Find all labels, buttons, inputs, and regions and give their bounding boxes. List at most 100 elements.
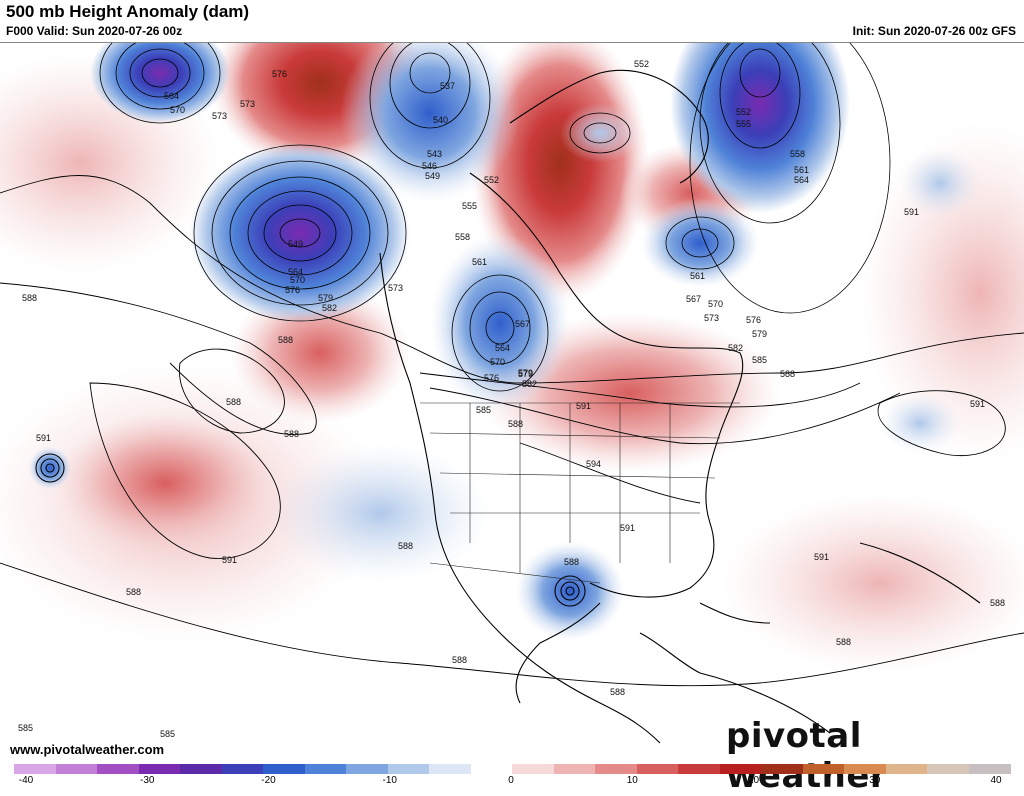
contour-label: 594 [586,459,601,469]
contour-label: 555 [736,119,751,129]
contour-label: 549 [288,239,303,249]
colorbar-tick-label: -20 [261,775,276,786]
valid-time: F000 Valid: Sun 2020-07-26 00z [6,24,183,38]
colorbar-swatch [968,764,1011,774]
colorbar-tick-label: -40 [18,775,34,786]
contour-label: 573 [212,111,227,121]
contour-label: 591 [814,552,829,562]
contour-label: 576 [484,373,499,383]
contour-label: 588 [780,369,795,379]
contour-label: 561 [690,271,705,281]
colorbar-swatch [595,764,637,774]
map-canvas: 564 570 573 576 573 537 540 543 546 549 … [0,43,1024,763]
colorbar-swatch [636,764,679,774]
coastlines [379,69,981,744]
brand-logo: pivotal weather [726,716,888,796]
contour-label: 543 [427,149,442,159]
contour-label: 588 [564,557,579,567]
contour-label: 552 [736,107,751,117]
contour-label: 591 [36,433,51,443]
contour-label: 588 [836,637,851,647]
contour-label: 561 [794,165,809,175]
colorbar-swatch [221,764,264,774]
colorbar-swatch [553,764,596,774]
contour-label: 564 [794,175,809,185]
contour-label: 579 [518,368,533,378]
contour-labels: 564 570 573 576 573 537 540 543 546 549 … [18,59,1005,739]
colorbar-tick-label: 30 [869,775,881,786]
contour-label: 564 [164,91,179,101]
contour-label: 573 [388,283,403,293]
contour-label: 564 [288,267,303,277]
contour-label: 588 [610,687,625,697]
colorbar-swatch [14,764,56,774]
contour-label: 588 [508,419,523,429]
contour-label: 588 [226,397,241,407]
contour-label: 576 [746,315,761,325]
contour-label: 582 [522,379,537,389]
colorbar-swatch [180,764,222,774]
colorbar-swatch [719,764,762,774]
height-contours [0,43,1024,687]
contour-label: 579 [518,369,533,379]
colorbar-swatch [470,764,513,774]
contour-label: 576 [272,69,287,79]
contour-label: 564 [495,343,510,353]
contour-label: 561 [472,257,487,267]
contour-label: 579 [752,329,767,339]
colorbar-swatch [885,764,928,774]
init-time: Init: Sun 2020-07-26 00z GFS [852,24,1016,38]
contour-label: 573 [704,313,719,323]
colorbar-tick-label: -30 [140,775,155,786]
contour-label: 582 [728,343,743,353]
colorbar-swatch [97,764,139,774]
contour-label: 567 [686,294,701,304]
contour-label: 570 [290,275,305,285]
chart-title: 500 mb Height Anomaly (dam) [6,2,250,21]
contour-label: 591 [970,399,985,409]
colorbar-tick-label: 20 [747,775,760,786]
colorbar-tick-label: 0 [508,775,514,786]
contour-label: 591 [620,523,635,533]
anomaly-shading [0,43,1024,763]
contour-label: 588 [22,293,37,303]
contour-label: 552 [634,59,649,69]
contour-label: 552 [484,175,499,185]
contour-label: 546 [422,161,437,171]
contour-label: 570 [708,299,723,309]
colorbar-swatch [678,764,720,774]
colorbar-swatch [761,764,803,774]
contour-label: 582 [322,303,337,313]
contour-label: 588 [990,598,1005,608]
colorbar-swatch [346,764,388,774]
contour-label: 540 [433,115,448,125]
colorbar-tick-label: 10 [626,775,638,786]
colorbar-swatch [387,764,430,774]
colorbar-swatch [304,764,347,774]
contour-label: 576 [285,285,300,295]
contour-label: 567 [515,319,530,329]
contour-label: 585 [476,405,491,415]
contour-label: 588 [284,429,299,439]
contour-label: 549 [425,171,440,181]
contour-label: 558 [790,149,805,159]
state-borders [420,402,740,584]
anomaly-map: 564 570 573 576 573 537 540 543 546 549 … [0,42,1024,763]
colorbar-swatch [802,764,845,774]
contour-label: 537 [440,81,455,91]
colorbar-swatch [55,764,98,774]
colorbar-swatch [512,764,554,774]
contour-label: 588 [398,541,413,551]
colorbar-swatch [844,764,886,774]
contour-label: 570 [170,105,185,115]
contour-label: 591 [904,207,919,217]
contour-label: 573 [240,99,255,109]
colorbar [14,764,1011,774]
colorbar-swatch [927,764,969,774]
contour-label: 558 [455,232,470,242]
colorbar-tick-label: 40 [990,775,1002,786]
colorbar-swatch [263,764,305,774]
contour-label: 585 [18,723,33,733]
contour-label: 588 [452,655,467,665]
colorbar-ticks: -40 -30 -20 -10 0 10 20 30 40 [0,775,1024,789]
